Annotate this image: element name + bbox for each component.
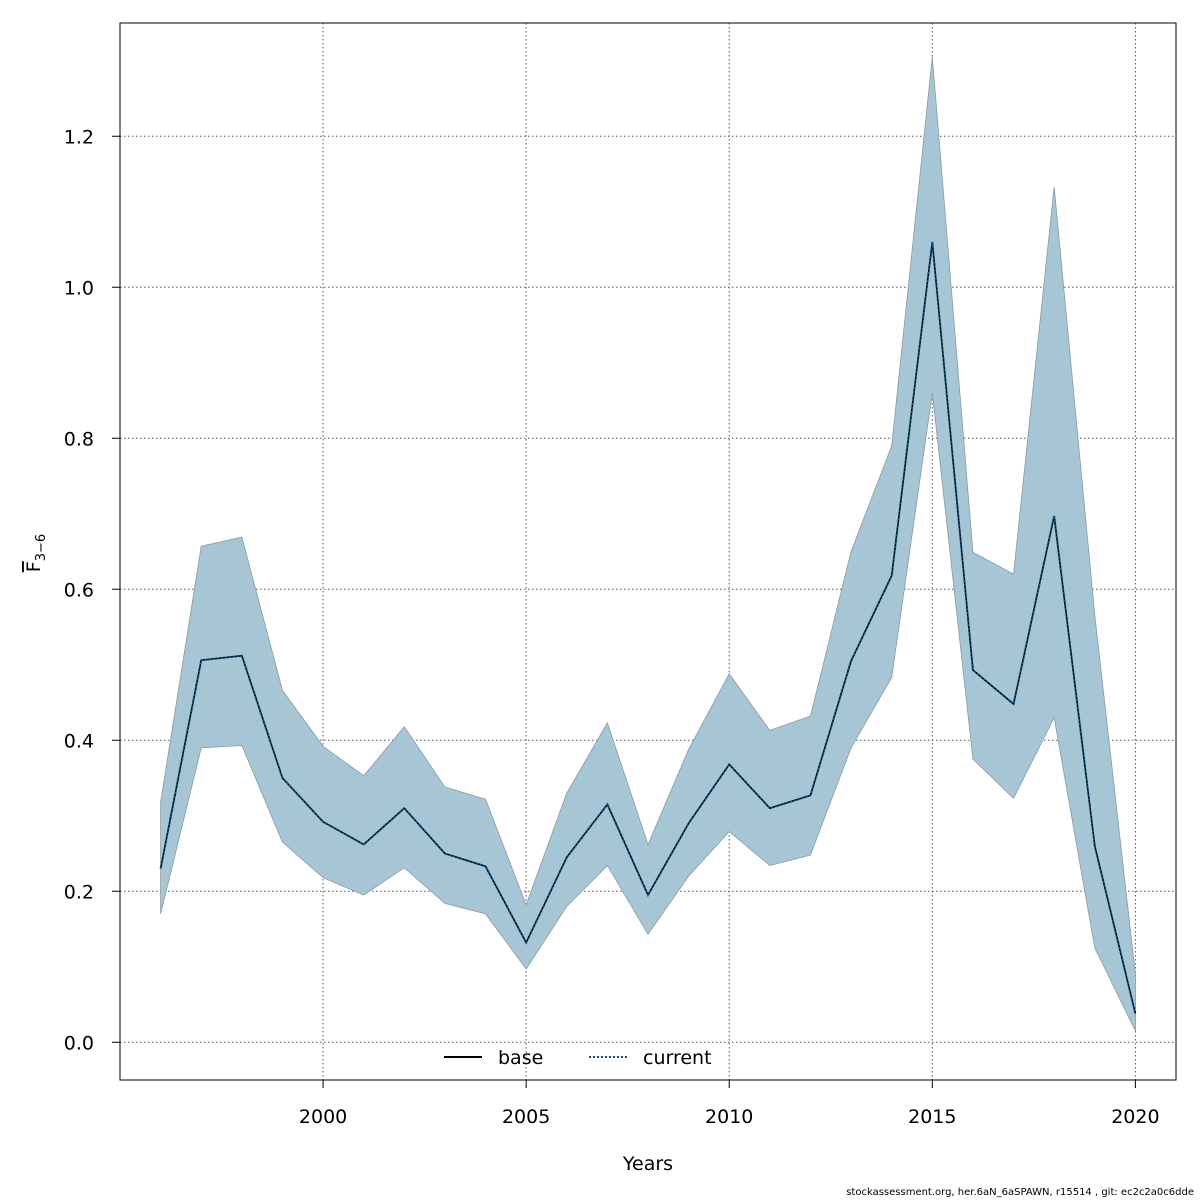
- y-axis-title-main: F: [23, 561, 45, 572]
- confidence-band: [160, 56, 1136, 1032]
- confidence-band-area: [160, 56, 1136, 1032]
- y-tick-label: 1.2: [64, 126, 94, 148]
- svg-text:F3−6: F3−6: [23, 534, 49, 572]
- x-tick-label: 2005: [502, 1106, 550, 1128]
- y-tick-label: 1.0: [64, 277, 94, 299]
- y-tick-label: 0.8: [64, 428, 94, 450]
- x-tick-label: 2020: [1111, 1106, 1159, 1128]
- y-axis: 0.0 0.2 0.4 0.6 0.8 1.0 1.2: [64, 126, 120, 1054]
- y-tick-label: 0.2: [64, 881, 94, 903]
- footer-credit: stockassessment.org, her.6aN_6aSPAWN, r1…: [846, 1187, 1194, 1198]
- series-lines: [159, 241, 1137, 1014]
- y-tick-label: 0.6: [64, 579, 94, 601]
- legend-label-current: current: [643, 1047, 712, 1069]
- x-axis: 2000 2005 2010 2015 2020: [299, 1080, 1160, 1128]
- y-axis-title: F3−6: [23, 534, 49, 572]
- x-tick-label: 2015: [908, 1106, 956, 1128]
- series-line-current: [159, 241, 1137, 1014]
- x-axis-title: Years: [622, 1153, 673, 1175]
- legend: base current: [444, 1047, 712, 1069]
- plot-frame: [119, 22, 1177, 1081]
- x-tick-label: 2000: [299, 1106, 347, 1128]
- y-tick-label: 0.4: [64, 730, 94, 752]
- legend-label-base: base: [498, 1047, 543, 1069]
- y-tick-label: 0.0: [64, 1032, 94, 1054]
- x-tick-label: 2010: [705, 1106, 753, 1128]
- y-axis-title-sub: 3−6: [34, 534, 49, 561]
